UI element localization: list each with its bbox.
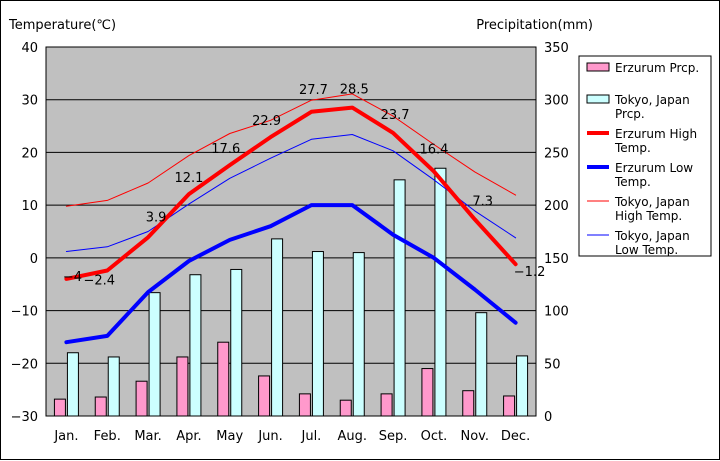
legend-label-tokyo_prcp: Tokyo, Japan bbox=[614, 93, 690, 107]
tokyo-high-temp-line bbox=[65, 93, 517, 207]
erzurum-low-temp-line bbox=[64, 203, 518, 345]
left-axis-tick-label: 40 bbox=[21, 41, 38, 56]
data-label: −2.4 bbox=[83, 274, 115, 289]
right-axis-tick-label: 300 bbox=[544, 94, 569, 109]
data-label: 17.6 bbox=[211, 142, 240, 157]
tokyo-precip-bar bbox=[516, 355, 529, 417]
legend-label-tokyo_prcp: Prcp. bbox=[615, 107, 645, 121]
erzurum-precip-bar bbox=[94, 396, 107, 417]
data-label: 12.1 bbox=[174, 171, 203, 186]
month-label: Jul. bbox=[301, 429, 322, 444]
tokyo-precip-bar bbox=[230, 268, 243, 417]
plot-border bbox=[45, 46, 537, 417]
right-axis-tick-label: 50 bbox=[544, 357, 561, 372]
month-label: Oct. bbox=[421, 429, 448, 444]
erzurum-precip-bar bbox=[380, 393, 393, 417]
month-label: Dec. bbox=[501, 429, 530, 444]
legend-swatch-erz_prcp bbox=[586, 62, 610, 72]
legend-label-erz_high: Temp. bbox=[614, 141, 651, 155]
erzurum-precip-bar bbox=[258, 375, 271, 417]
legend-swatch-tokyo_prcp bbox=[586, 94, 610, 104]
legend-label-erz_low: Erzurum Low bbox=[615, 161, 693, 175]
legend-label-erz_prcp: Erzurum Prcp. bbox=[615, 61, 699, 75]
left-axis-tick-label: −30 bbox=[11, 410, 38, 425]
month-label: Feb. bbox=[94, 429, 121, 444]
month-label: Mar. bbox=[134, 429, 161, 444]
month-label: Aug. bbox=[337, 429, 367, 444]
tokyo-precip-bar bbox=[189, 274, 202, 417]
legend-box bbox=[578, 55, 712, 257]
data-label: 7.3 bbox=[472, 194, 493, 209]
right-axis-tick-label: 100 bbox=[544, 305, 569, 320]
data-label: −1.2 bbox=[514, 265, 546, 280]
month-label: May bbox=[216, 429, 243, 444]
erzurum-precip-bar bbox=[176, 356, 189, 417]
tokyo-low-temp-line bbox=[65, 134, 517, 252]
right-axis-title: Precipitation(mm) bbox=[476, 18, 593, 33]
erzurum-precip-bar bbox=[462, 390, 475, 417]
right-axis-tick-label: 350 bbox=[544, 41, 569, 56]
data-label: 3.9 bbox=[146, 210, 167, 225]
left-axis-tick-label: 0 bbox=[30, 252, 38, 267]
legend-label-tokyo_low: Tokyo, Japan bbox=[614, 229, 690, 243]
tokyo-precip-bar bbox=[434, 167, 447, 417]
month-label: Jan. bbox=[53, 429, 78, 444]
month-label: Nov. bbox=[461, 429, 490, 444]
left-axis-tick-label: 10 bbox=[21, 199, 38, 214]
tokyo-precip-bar bbox=[66, 352, 79, 417]
data-label: 27.7 bbox=[299, 83, 328, 98]
legend-label-erz_high: Erzurum High bbox=[615, 127, 697, 141]
data-label: −4 bbox=[63, 270, 82, 285]
right-axis-tick-label: 250 bbox=[544, 146, 569, 161]
left-axis-tick-label: 30 bbox=[21, 94, 38, 109]
month-label: Jun. bbox=[257, 429, 282, 444]
erzurum-precip-bar bbox=[298, 393, 311, 417]
legend-label-tokyo_high: Tokyo, Japan bbox=[614, 195, 690, 209]
legend-label-tokyo_high: High Temp. bbox=[615, 209, 682, 223]
tokyo-precip-bar bbox=[352, 252, 365, 417]
left-axis-tick-label: −20 bbox=[11, 357, 38, 372]
erzurum-precip-bar bbox=[135, 380, 148, 417]
erzurum-precip-bar bbox=[503, 395, 516, 417]
tokyo-precip-bar bbox=[475, 312, 488, 417]
erzurum-precip-bar bbox=[339, 399, 352, 417]
month-label: Sep. bbox=[379, 429, 408, 444]
erzurum-precip-bar bbox=[53, 398, 66, 417]
left-axis-title: Temperature(℃) bbox=[8, 18, 116, 33]
tokyo-precip-bar bbox=[393, 179, 406, 417]
right-axis-tick-label: 200 bbox=[544, 199, 569, 214]
left-axis-tick-label: 20 bbox=[21, 146, 38, 161]
tokyo-precip-bar bbox=[271, 238, 284, 417]
right-axis-tick-label: 150 bbox=[544, 252, 569, 267]
tokyo-precip-bar bbox=[311, 251, 324, 417]
legend-label-erz_low: Temp. bbox=[614, 175, 651, 189]
erzurum-precip-bar bbox=[421, 368, 434, 417]
data-label: 28.5 bbox=[340, 83, 369, 98]
tokyo-precip-bar bbox=[148, 292, 161, 417]
data-label: 16.4 bbox=[419, 142, 448, 157]
erzurum-high-temp-line bbox=[64, 105, 518, 281]
right-axis-tick-label: 0 bbox=[544, 410, 552, 425]
plot-area bbox=[46, 47, 536, 416]
month-label: Apr. bbox=[176, 429, 201, 444]
tokyo-precip-bar bbox=[107, 356, 120, 417]
erzurum-precip-bar bbox=[217, 341, 230, 417]
data-label: 22.9 bbox=[252, 114, 281, 129]
legend-label-tokyo_low: Low Temp. bbox=[615, 243, 678, 257]
data-label: 23.7 bbox=[381, 108, 410, 123]
left-axis-tick-label: −10 bbox=[11, 305, 38, 320]
